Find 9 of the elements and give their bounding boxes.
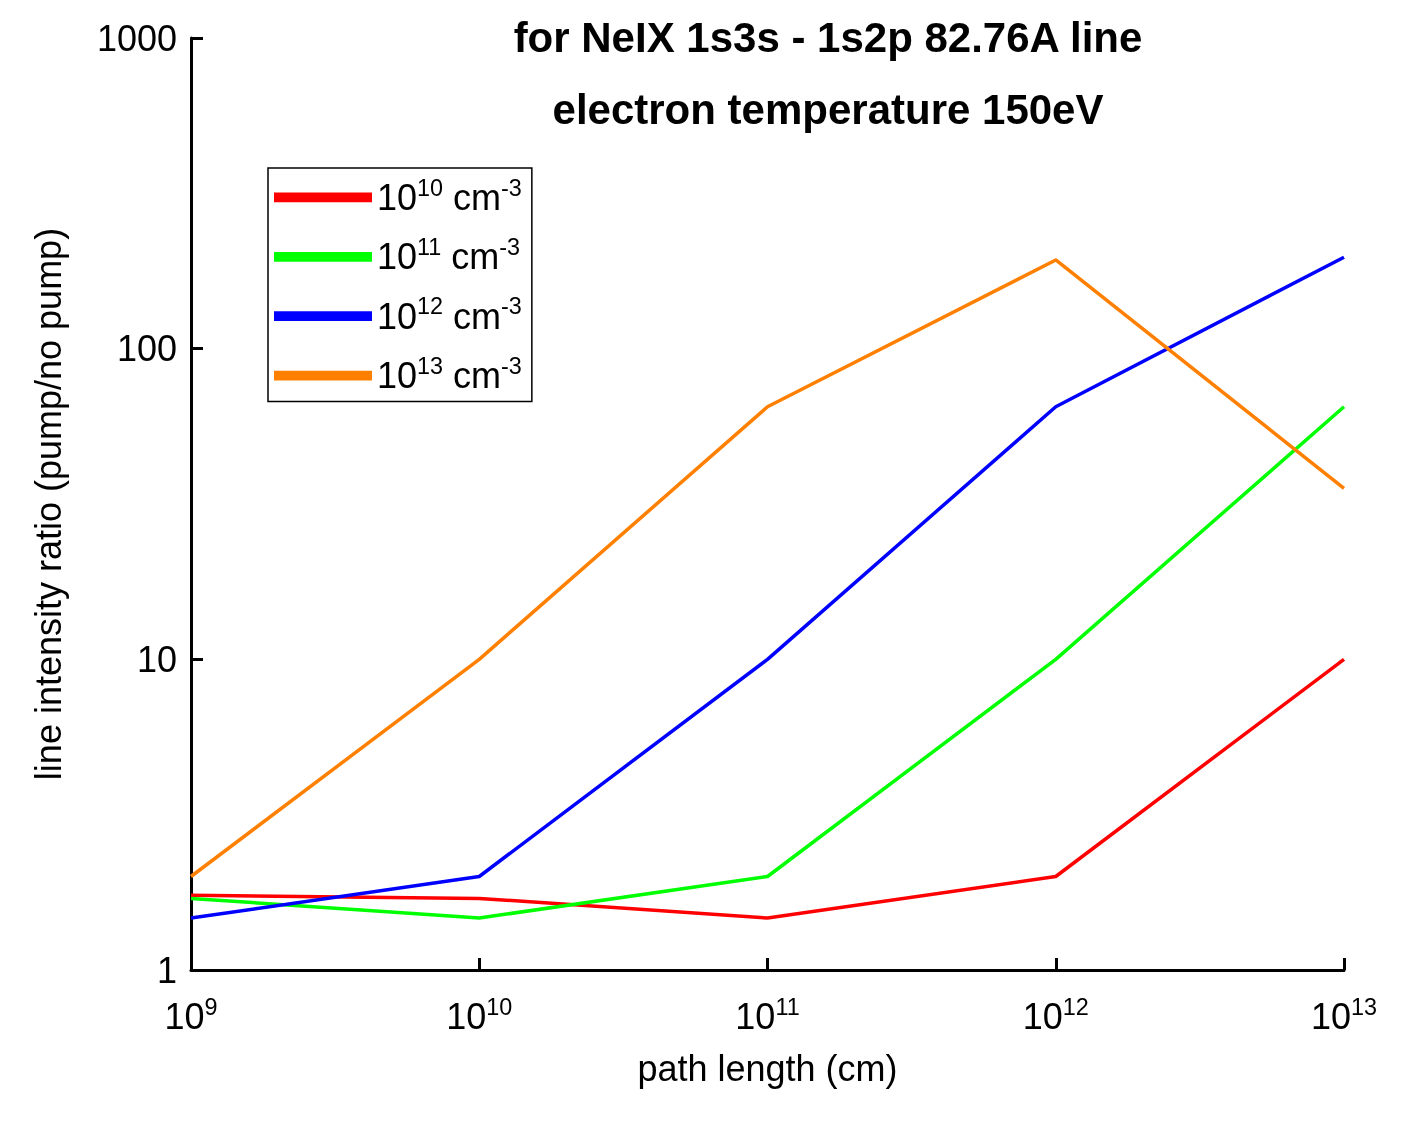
line-series — [189, 405, 1346, 920]
y-tick-label: 1000 — [96, 17, 177, 59]
chart-title: for NeIX 1s3s - 1s2p 82.76A line electron temperature 150eV — [513, 13, 1143, 133]
y-tick-label: 10 — [136, 638, 177, 680]
line-series — [189, 657, 1346, 920]
y-tick-label: 1 — [156, 949, 177, 991]
x-axis-title: path length (cm) — [637, 1047, 898, 1089]
y-tick-label: 100 — [116, 328, 177, 370]
y-axis-title: line intensity ratio (pump/no pump) — [27, 227, 69, 781]
